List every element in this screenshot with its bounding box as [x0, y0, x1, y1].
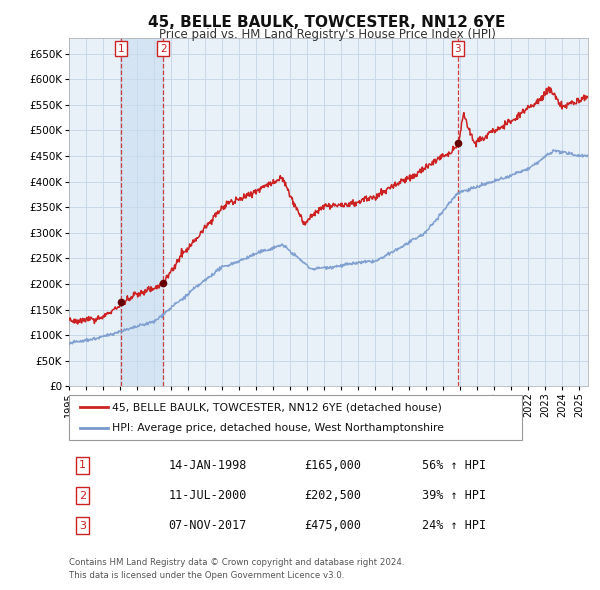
Text: This data is licensed under the Open Government Licence v3.0.: This data is licensed under the Open Gov…: [69, 571, 344, 579]
Text: 45, BELLE BAULK, TOWCESTER, NN12 6YE (detached house): 45, BELLE BAULK, TOWCESTER, NN12 6YE (de…: [112, 402, 442, 412]
Bar: [121, 38, 163, 386]
Text: £475,000: £475,000: [305, 519, 362, 532]
Text: 1: 1: [79, 460, 86, 470]
Text: 11-JUL-2000: 11-JUL-2000: [169, 489, 247, 502]
Text: Contains HM Land Registry data © Crown copyright and database right 2024.: Contains HM Land Registry data © Crown c…: [69, 558, 404, 566]
Text: 1: 1: [118, 44, 124, 54]
Text: 2: 2: [160, 44, 166, 54]
FancyBboxPatch shape: [69, 395, 522, 440]
Text: 3: 3: [79, 521, 86, 531]
Text: 2: 2: [79, 491, 86, 500]
Text: 14-JAN-1998: 14-JAN-1998: [169, 459, 247, 472]
Text: 39% ↑ HPI: 39% ↑ HPI: [422, 489, 487, 502]
Text: £202,500: £202,500: [305, 489, 362, 502]
Text: HPI: Average price, detached house, West Northamptonshire: HPI: Average price, detached house, West…: [112, 422, 444, 432]
Text: 56% ↑ HPI: 56% ↑ HPI: [422, 459, 487, 472]
Text: 24% ↑ HPI: 24% ↑ HPI: [422, 519, 487, 532]
Text: 3: 3: [455, 44, 461, 54]
Text: 45, BELLE BAULK, TOWCESTER, NN12 6YE: 45, BELLE BAULK, TOWCESTER, NN12 6YE: [148, 15, 506, 30]
Text: 07-NOV-2017: 07-NOV-2017: [169, 519, 247, 532]
Text: Price paid vs. HM Land Registry's House Price Index (HPI): Price paid vs. HM Land Registry's House …: [158, 28, 496, 41]
Text: £165,000: £165,000: [305, 459, 362, 472]
